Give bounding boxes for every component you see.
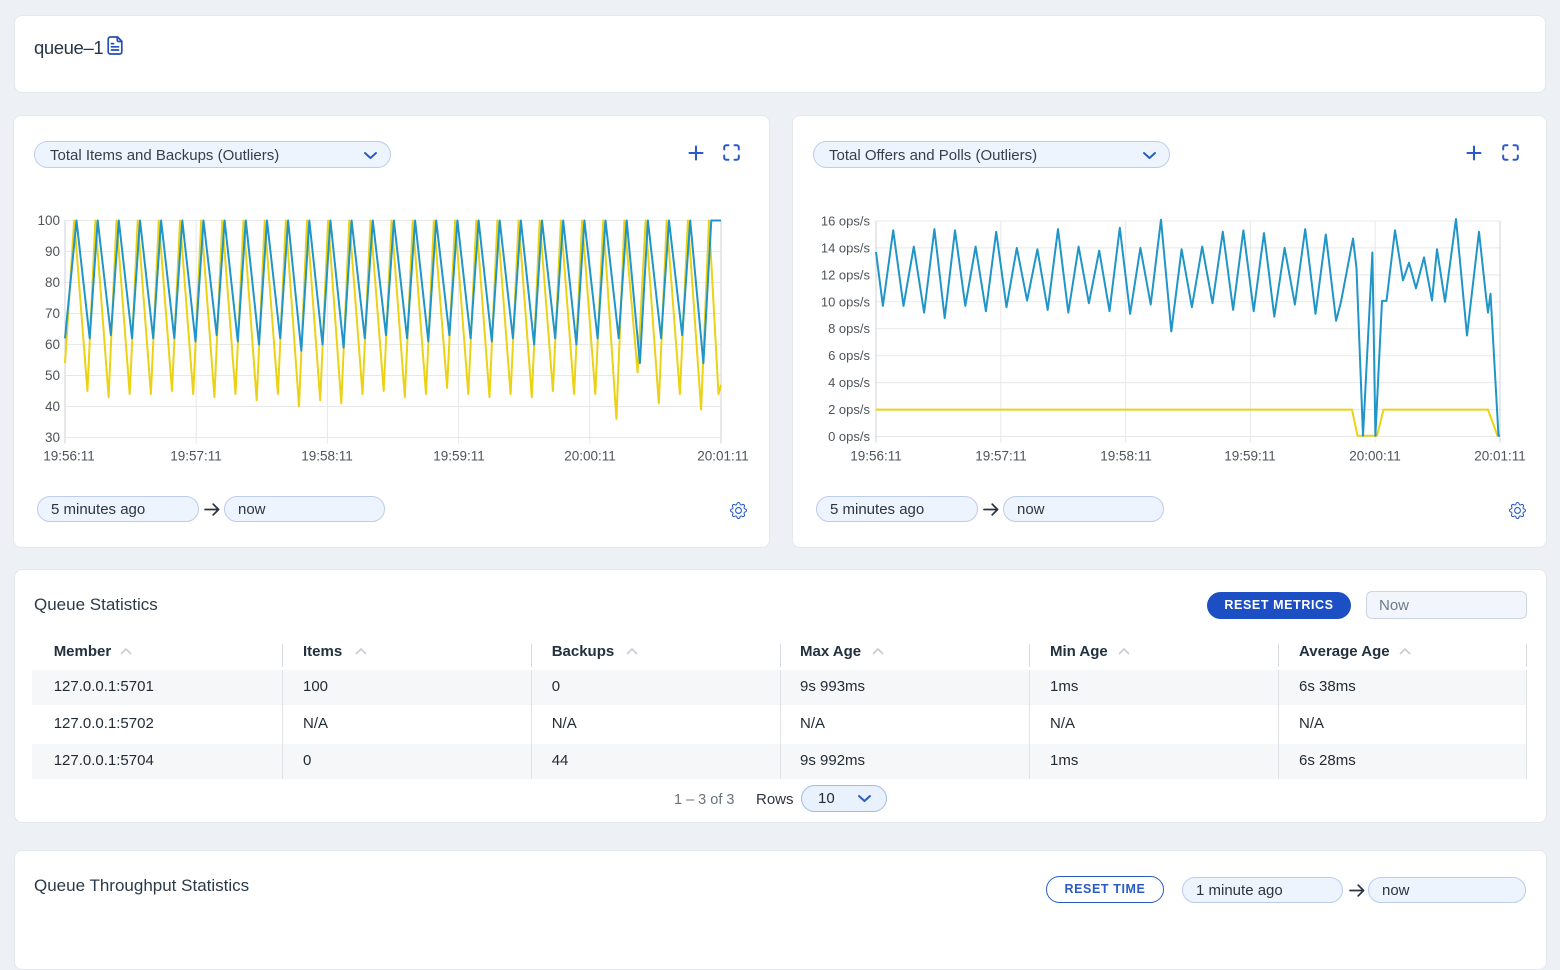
svg-text:30: 30: [45, 430, 60, 445]
svg-text:19:58:11: 19:58:11: [301, 449, 353, 464]
svg-text:20:01:11: 20:01:11: [697, 449, 749, 464]
svg-text:16 ops/s: 16 ops/s: [821, 214, 871, 229]
svg-text:0 ops/s: 0 ops/s: [828, 429, 870, 444]
svg-text:50: 50: [45, 368, 60, 383]
svg-text:19:57:11: 19:57:11: [975, 449, 1027, 464]
svg-text:40: 40: [45, 399, 60, 414]
svg-text:70: 70: [45, 306, 60, 321]
svg-text:90: 90: [45, 244, 60, 259]
svg-text:20:01:11: 20:01:11: [1474, 449, 1526, 464]
svg-text:19:58:11: 19:58:11: [1100, 449, 1152, 464]
svg-text:2 ops/s: 2 ops/s: [828, 402, 870, 417]
svg-text:19:56:11: 19:56:11: [850, 449, 902, 464]
svg-text:4 ops/s: 4 ops/s: [828, 375, 870, 390]
svg-text:19:56:11: 19:56:11: [43, 449, 95, 464]
svg-text:19:57:11: 19:57:11: [170, 449, 222, 464]
svg-text:60: 60: [45, 337, 60, 352]
svg-text:8 ops/s: 8 ops/s: [828, 321, 870, 336]
svg-text:19:59:11: 19:59:11: [1224, 449, 1276, 464]
svg-text:20:00:11: 20:00:11: [1349, 449, 1401, 464]
svg-text:14 ops/s: 14 ops/s: [821, 240, 871, 255]
svg-text:10 ops/s: 10 ops/s: [821, 294, 871, 309]
svg-text:6 ops/s: 6 ops/s: [828, 348, 870, 363]
svg-text:19:59:11: 19:59:11: [433, 449, 485, 464]
svg-text:20:00:11: 20:00:11: [564, 449, 616, 464]
svg-text:100: 100: [37, 213, 60, 228]
svg-text:12 ops/s: 12 ops/s: [821, 267, 871, 282]
svg-text:80: 80: [45, 275, 60, 290]
